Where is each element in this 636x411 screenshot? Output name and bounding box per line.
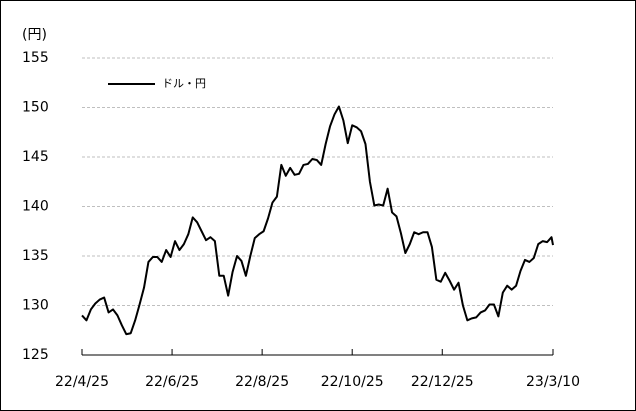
y-tick-label: 150 xyxy=(22,100,49,116)
x-tick-label: 22/8/25 xyxy=(235,374,289,390)
y-tick-label: 140 xyxy=(22,199,49,215)
x-tick-label: 22/6/25 xyxy=(145,374,199,390)
x-tick-label: 22/12/25 xyxy=(411,374,474,390)
x-tick-label: 22/4/25 xyxy=(55,374,109,390)
legend-label: ドル・円 xyxy=(162,77,206,90)
y-tick-label: 135 xyxy=(22,248,49,264)
x-tick-label: 22/10/25 xyxy=(321,374,384,390)
y-tick-label: 125 xyxy=(22,347,49,363)
x-tick-label: 23/3/10 xyxy=(526,374,580,390)
y-tick-label: 145 xyxy=(22,149,49,165)
y-axis-label: (円) xyxy=(22,27,47,43)
y-tick-label: 130 xyxy=(22,298,49,314)
y-tick-label: 155 xyxy=(22,50,49,66)
line xyxy=(81,105,554,336)
